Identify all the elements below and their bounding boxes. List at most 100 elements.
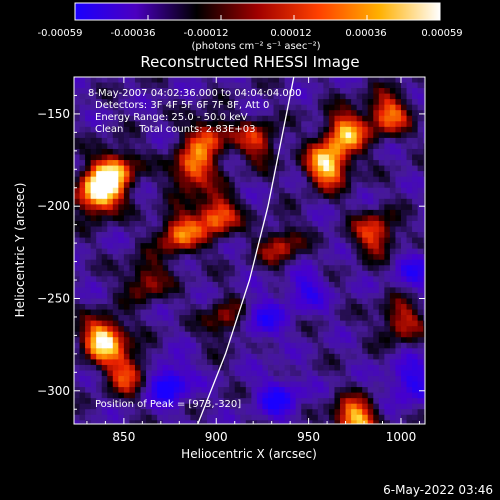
heatmap-cell [378,187,385,194]
heatmap-cell [256,370,263,377]
heatmap-cell [328,259,335,266]
heatmap-cell [207,265,213,272]
heatmap-cell [179,104,186,111]
heatmap-cell [367,315,374,322]
heatmap-cell [312,137,319,144]
heatmap-cell [162,193,169,200]
heatmap-cell [201,320,208,327]
heatmap-cell [345,248,352,255]
heatmap-cell [240,104,247,111]
heatmap-cell [323,232,330,238]
heatmap-cell [195,182,202,189]
heatmap-cell [351,176,358,183]
heatmap-cell [400,364,407,371]
heatmap-cell [334,104,341,111]
heatmap-cell [267,193,274,200]
heatmap-cell [245,182,252,189]
heatmap-cell [334,265,341,272]
heatmap-cell [168,309,175,316]
heatmap-cell [317,154,324,161]
heatmap-cell [400,287,407,294]
heatmap-cell [212,104,219,111]
heatmap-cell [184,176,191,183]
heatmap-cell [207,148,213,155]
heatmap-cell [406,165,413,172]
heatmap-cell [85,110,92,117]
heatmap-cell [107,370,114,377]
heatmap-cell [179,137,186,144]
heatmap-cell [85,376,92,382]
heatmap-cell [195,381,202,388]
heatmap-cell [378,348,385,355]
heatmap-cell [123,304,130,310]
heatmap-cell [351,77,358,83]
heatmap-cell [190,115,197,122]
heatmap-cell [290,165,297,172]
heatmap-cell [129,348,136,355]
heatmap-cell [162,215,169,222]
heatmap-cell [123,104,130,111]
heatmap-cell [267,115,274,122]
heatmap-cell [234,82,241,89]
heatmap-cell [317,254,324,261]
heatmap-cell [218,403,225,410]
heatmap-cell [134,403,141,410]
heatmap-cell [317,88,324,95]
heatmap-cell [412,259,419,266]
heatmap-cell [323,220,330,227]
heatmap-cell [356,121,363,128]
heatmap-cell [356,331,363,338]
heatmap-cell [384,160,391,166]
heatmap-cell [267,292,274,299]
heatmap-cell [290,176,297,183]
heatmap-cell [395,198,402,205]
heatmap-cell [195,276,202,283]
heatmap-cell [140,265,147,272]
heatmap-cell [262,331,269,338]
heatmap-cell [74,220,80,227]
heatmap-cell [417,281,424,288]
heatmap-cell [273,359,280,366]
heatmap-cell [251,420,258,424]
heatmap-cell [107,193,114,200]
heatmap-cell [146,104,152,111]
heatmap-cell [412,342,419,349]
heatmap-cell [162,187,169,194]
heatmap-cell [323,193,330,200]
heatmap-cell [306,88,313,95]
heatmap-cell [85,82,92,89]
heatmap-cell [417,93,424,100]
heatmap-cell [207,276,213,283]
heatmap-cell [301,414,308,421]
heatmap-cell [406,99,413,106]
heatmap-cell [201,292,208,299]
heatmap-cell [179,248,186,255]
heatmap-cell [240,348,247,355]
heatmap-cell [345,220,352,227]
heatmap-cell [345,326,352,333]
heatmap-cell [184,342,191,349]
heatmap-cell [306,93,313,100]
heatmap-cell [223,160,230,166]
heatmap-cell [146,409,152,416]
heatmap-cell [251,353,258,360]
heatmap-cell [306,132,313,139]
heatmap-cell [118,176,125,183]
heatmap-cell [389,193,396,200]
heatmap-cell [245,315,252,322]
heatmap-cell [168,160,175,166]
heatmap-cell [417,121,424,128]
heatmap-cell [157,204,164,211]
heatmap-cell [400,254,407,261]
heatmap-cell [373,88,380,95]
heatmap-cell [190,254,197,261]
heatmap-cell [373,292,380,299]
heatmap-cell [373,187,380,194]
heatmap-cell [417,126,424,133]
heatmap-cell [412,409,419,416]
heatmap-cell [301,209,308,216]
heatmap-cell [367,104,374,111]
heatmap-cell [96,381,103,388]
heatmap-cell [312,215,319,222]
heatmap-cell [85,392,92,399]
